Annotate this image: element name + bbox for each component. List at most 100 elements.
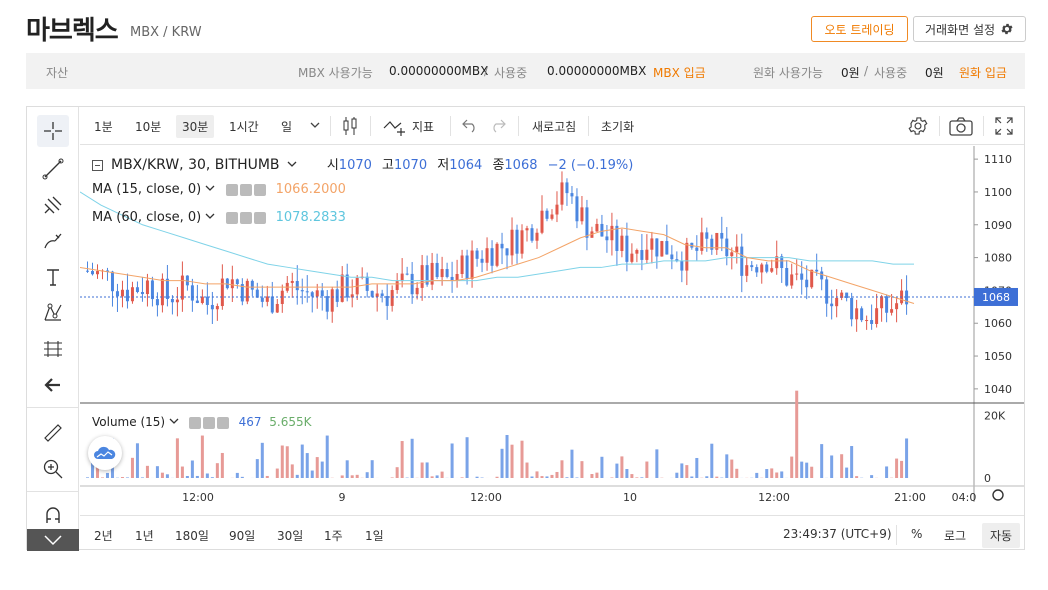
volume-bar [310,470,314,478]
chart-plot-area[interactable]: 1110 1100 1090 1080 1070 1060 1050 1040 20K 0 12:0… [79,146,1024,504]
chart-top-toolbar: 1분 10분 30분 1시간 일 지표 새로고침 초기화 [80,107,1024,145]
eye-icon[interactable] [225,183,238,196]
close-icon[interactable] [253,183,266,196]
candle-body [470,250,474,279]
pattern-icon[interactable] [37,297,69,329]
screen-settings-button[interactable]: 거래화면 설정 [913,16,1026,42]
chevron-down-icon[interactable] [309,121,321,131]
redo-icon[interactable] [490,119,506,133]
indicator-button[interactable]: 지표 [412,120,435,134]
interval-1h[interactable]: 1시간 [229,120,259,134]
settings-icon[interactable] [239,211,252,224]
volume-bar [305,453,309,478]
candle-body [520,230,524,254]
range-1d[interactable]: 1일 [365,529,384,543]
close-icon[interactable] [216,416,229,429]
candle-body [710,238,714,250]
toolbar-divider [27,407,79,408]
interval-10m[interactable]: 10분 [135,120,162,134]
fullscreen-icon[interactable] [995,117,1013,135]
candle-body [485,248,489,263]
candle-body [740,246,744,276]
page-title: 마브렉스 [26,16,119,46]
indicator-icon[interactable] [383,116,409,136]
mbx-deposit-link[interactable]: MBX 입금 [653,66,706,80]
range-30d[interactable]: 30일 [277,529,304,543]
magnet-icon[interactable] [37,499,69,531]
price-tick-label: 1090 [984,219,1012,232]
close-icon[interactable] [253,211,266,224]
refresh-button[interactable]: 새로고침 [532,120,577,134]
interval-day[interactable]: 일 [281,120,293,134]
log-toggle[interactable]: 로그 [944,529,967,543]
arrow-left-icon[interactable] [37,369,69,401]
settings-gear-icon[interactable] [907,115,929,137]
cloud-logo-icon[interactable] [88,436,122,470]
range-90d[interactable]: 90일 [229,529,256,543]
candlestick-icon[interactable] [342,116,358,136]
volume-bar [355,474,359,478]
volume-bar [175,438,179,478]
zoom-in-icon[interactable] [37,453,69,485]
candle-body [460,255,464,275]
pitchfork-icon[interactable] [37,189,69,221]
candle-body [610,225,614,241]
chevron-down-icon[interactable] [205,185,215,193]
ruler-icon[interactable] [37,417,69,449]
chevron-down-icon[interactable] [287,161,297,169]
reset-button[interactable]: 초기화 [601,120,635,134]
volume-bar [560,460,564,478]
percent-toggle[interactable]: % [911,527,923,541]
eye-icon[interactable] [225,211,238,224]
range-1w[interactable]: 1주 [324,529,343,543]
settings-icon[interactable] [202,416,215,429]
settings-icon[interactable] [239,183,252,196]
candle-body [550,214,554,219]
chevron-down-icon[interactable] [205,213,215,221]
volume-ma-value: 5.655K [269,415,312,429]
interval-1m[interactable]: 1분 [94,120,113,134]
volume-bar [165,474,169,478]
candle-body [775,256,779,269]
volume-bar [725,454,729,478]
volume-bar [350,475,354,478]
range-2y[interactable]: 2년 [94,529,113,543]
volume-bar [320,461,324,478]
candle-body [680,260,684,271]
camera-icon[interactable] [949,116,973,136]
krw-deposit-link[interactable]: 원화 입금 [959,66,1007,80]
volume-bar [240,476,244,478]
volume-bar [265,475,269,478]
volume-bar [365,472,369,478]
measure-lines-icon[interactable] [37,333,69,365]
eye-icon[interactable] [188,416,201,429]
trend-line-icon[interactable] [37,153,69,185]
expand-toolbar-button[interactable] [27,529,79,551]
candle-body [255,289,259,298]
volume-bar [440,471,444,478]
collapse-icon[interactable] [92,160,103,171]
text-tool-icon[interactable] [37,261,69,293]
candle-body [560,182,564,205]
undo-icon[interactable] [462,119,478,133]
range-1y[interactable]: 1년 [135,529,154,543]
toolbar-separator [896,525,897,545]
ma60-value: 1078.2833 [275,210,346,225]
volume-bar [655,449,659,478]
auto-toggle[interactable]: 자동 [982,523,1021,548]
brush-icon[interactable] [37,225,69,257]
crosshair-icon[interactable] [37,115,69,147]
auto-trading-button[interactable]: 오토 트레이딩 [811,16,908,42]
interval-30m[interactable]: 30분 [176,115,215,138]
candle-body [715,232,719,250]
chevron-down-icon[interactable] [169,418,179,426]
price-chart[interactable]: 1110 1100 1090 1080 1070 1060 1050 1040 20K 0 12:0… [79,146,1024,504]
time-tick-label: 12:00 [182,491,214,502]
volume-bar [195,475,199,478]
candle-body [705,232,709,239]
candle-body [445,269,449,277]
volume-bar [210,477,214,478]
candle-body [645,249,649,260]
candle-body [370,290,374,297]
range-180d[interactable]: 180일 [175,529,209,543]
